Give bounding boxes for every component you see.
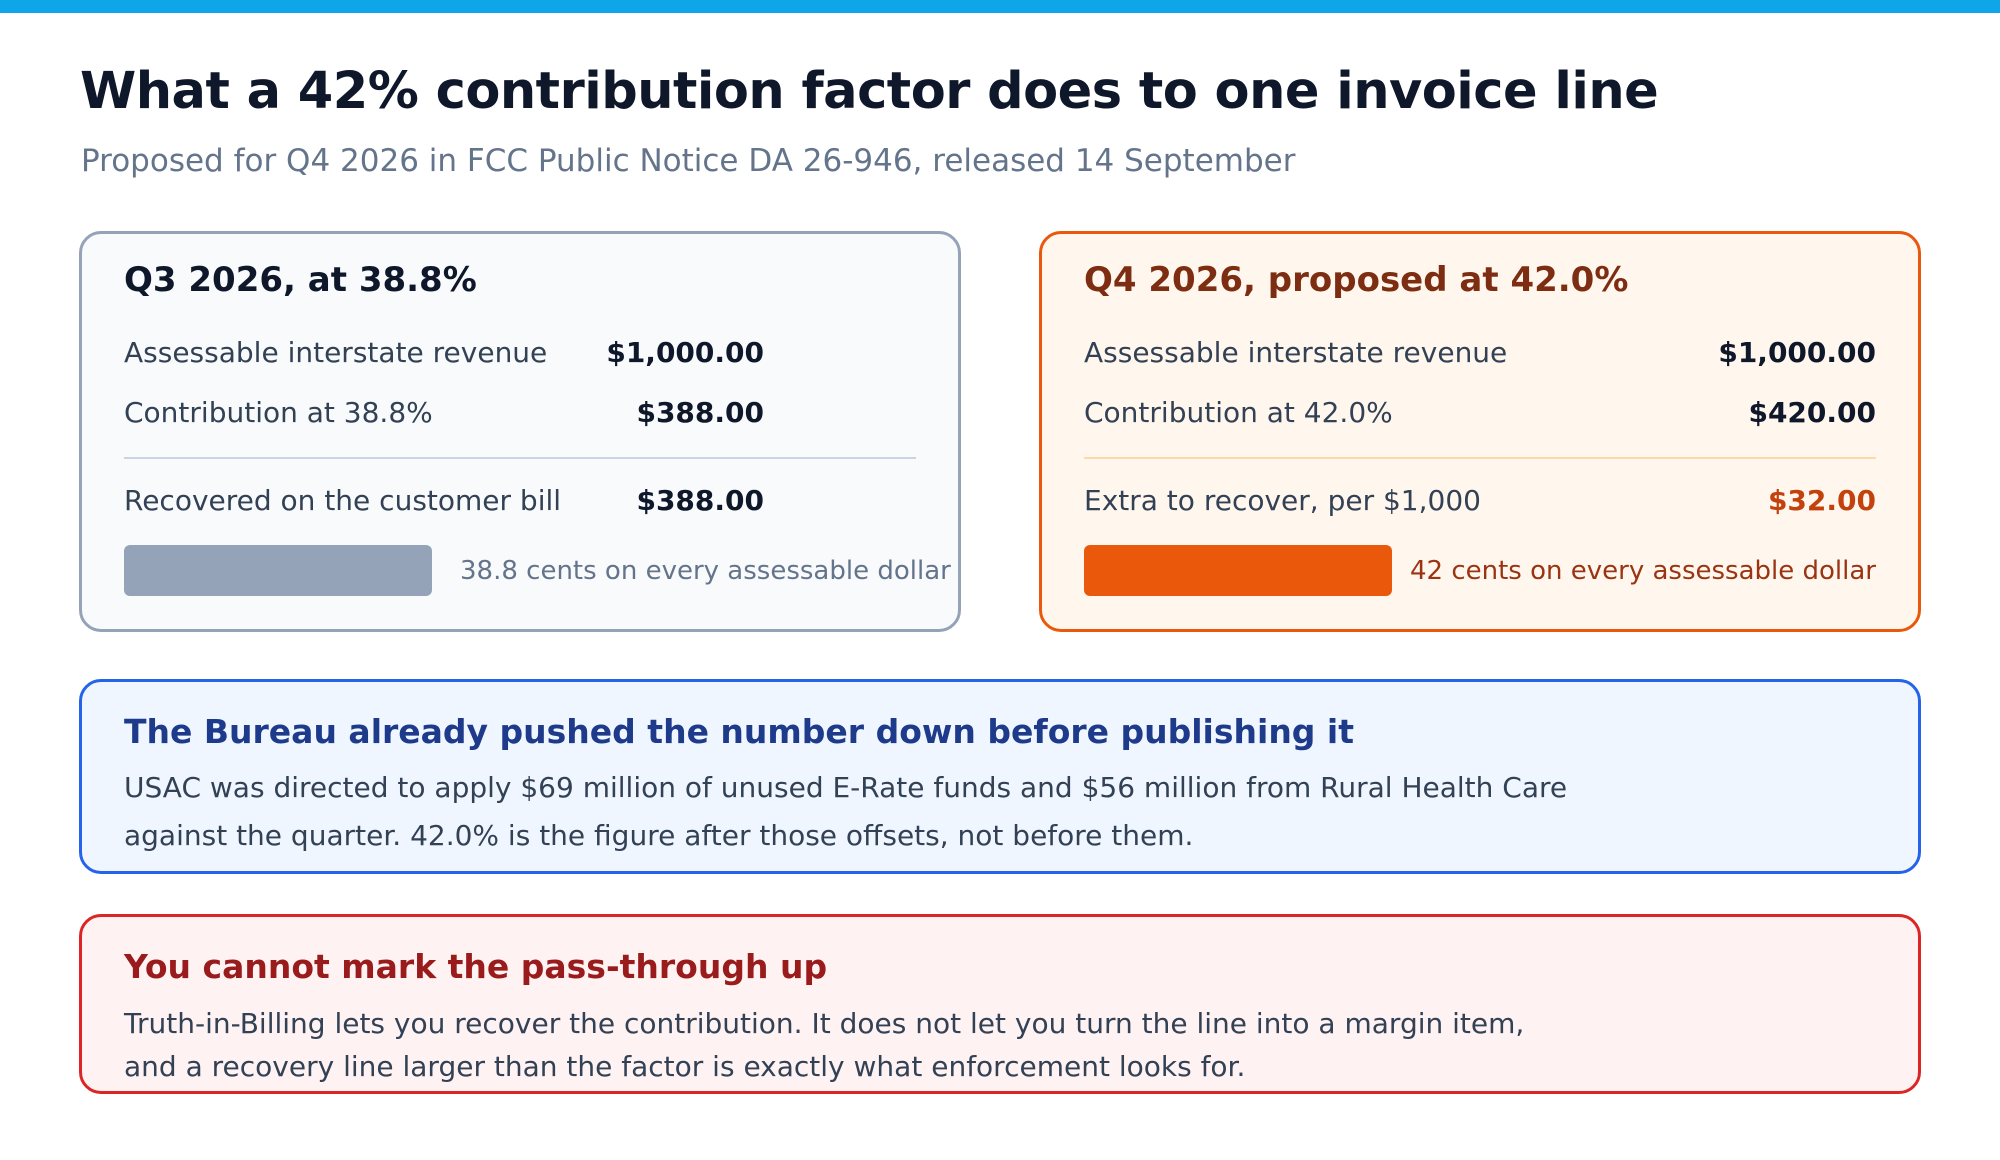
rate-bar <box>124 545 432 596</box>
rate-bar-caption: 42 cents on every assessable dollar <box>1409 556 1876 586</box>
card-title: Q4 2026, proposed at 42.0% <box>1084 260 1629 300</box>
note-body-line: and a recovery line larger than the fact… <box>124 1050 1246 1083</box>
rate-bar <box>1084 545 1392 596</box>
row-label-revenue: Assessable interstate revenue <box>1084 336 1508 369</box>
note-no-markup-warning: You cannot mark the pass-through up Trut… <box>79 914 1921 1094</box>
page-subtitle: Proposed for Q4 2026 in FCC Public Notic… <box>81 143 1296 179</box>
card-q3-2026: Q3 2026, at 38.8% Assessable interstate … <box>79 231 961 632</box>
note-bureau-offsets: The Bureau already pushed the number dow… <box>79 679 1921 874</box>
card-title: Q3 2026, at 38.8% <box>124 260 477 300</box>
rate-bar-caption: 38.8 cents on every assessable dollar <box>460 556 951 586</box>
note-body-line: Truth-in-Billing lets you recover the co… <box>124 1007 1525 1040</box>
note-body-line: against the quarter. 42.0% is the figure… <box>124 819 1194 852</box>
row-value-revenue: $1,000.00 <box>606 336 764 369</box>
row-value-extra: $32.00 <box>1767 484 1876 517</box>
divider <box>1084 457 1876 459</box>
card-q4-2026: Q4 2026, proposed at 42.0% Assessable in… <box>1039 231 1921 632</box>
row-value-revenue: $1,000.00 <box>1718 336 1876 369</box>
note-title: The Bureau already pushed the number dow… <box>124 712 1355 751</box>
note-title: You cannot mark the pass-through up <box>124 947 828 986</box>
row-label-extra: Extra to recover, per $1,000 <box>1084 484 1481 517</box>
row-label-revenue: Assessable interstate revenue <box>124 336 548 369</box>
row-value-recovered: $388.00 <box>636 484 764 517</box>
row-label-contribution: Contribution at 42.0% <box>1084 396 1393 429</box>
row-label-contribution: Contribution at 38.8% <box>124 396 433 429</box>
divider <box>124 457 916 459</box>
row-value-contribution: $388.00 <box>636 396 764 429</box>
note-body-line: USAC was directed to apply $69 million o… <box>124 771 1568 804</box>
top-accent-bar <box>0 0 2000 13</box>
page-title: What a 42% contribution factor does to o… <box>80 62 1659 121</box>
row-label-recovered: Recovered on the customer bill <box>124 484 562 517</box>
row-value-contribution: $420.00 <box>1748 396 1876 429</box>
